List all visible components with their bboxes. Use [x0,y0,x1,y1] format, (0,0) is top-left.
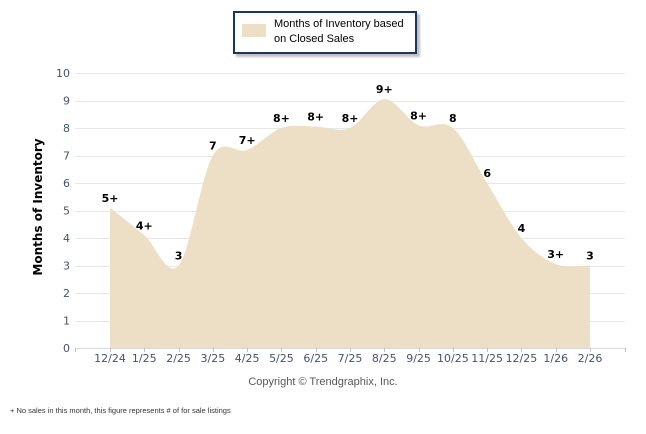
svg-text:7/25: 7/25 [338,352,363,365]
svg-text:1: 1 [63,315,70,328]
svg-text:4+: 4+ [136,219,153,232]
legend-label: Months of Inventory based on Closed Sale… [274,18,404,45]
svg-text:1/25: 1/25 [132,352,157,365]
svg-text:6/25: 6/25 [303,352,328,365]
svg-text:3/25: 3/25 [201,352,226,365]
svg-text:8: 8 [63,122,70,135]
svg-text:4/25: 4/25 [235,352,260,365]
svg-text:2: 2 [63,287,70,300]
svg-text:7+: 7+ [239,134,256,147]
x-axis-tick-labels: 12/24 1/25 2/25 3/25 4/25 5/25 6/25 7/25 8/25 9/2… [94,352,602,365]
footnote-text: + No sales in this month, this figure re… [10,406,231,415]
svg-text:3: 3 [175,250,183,263]
svg-text:2/25: 2/25 [166,352,191,365]
x-axis-ticks [75,348,626,352]
svg-text:0: 0 [63,342,70,355]
svg-text:10: 10 [56,67,70,80]
svg-text:8/25: 8/25 [372,352,397,365]
svg-text:4: 4 [518,222,526,235]
svg-text:3: 3 [63,260,70,273]
svg-text:12/25: 12/25 [506,352,538,365]
legend-swatch [242,24,266,37]
svg-text:1/26: 1/26 [543,352,568,365]
svg-text:9: 9 [63,95,70,108]
svg-text:4: 4 [63,232,70,245]
copyright-text: Copyright © Trendgraphix, Inc. [248,376,398,388]
svg-text:3: 3 [586,250,594,263]
svg-text:6: 6 [63,177,70,190]
svg-text:8+: 8+ [342,112,359,125]
svg-text:9+: 9+ [376,83,393,96]
svg-text:8+: 8+ [273,112,290,125]
legend-box: Months of Inventory based on Closed Sale… [233,11,417,54]
svg-text:6: 6 [483,167,491,180]
svg-text:7: 7 [209,140,217,153]
y-axis-tick-labels: 0 1 2 3 4 5 6 7 8 9 10 [56,67,70,355]
y-axis-title: Months of Inventory [31,138,45,275]
svg-text:5: 5 [63,205,70,218]
svg-text:3+: 3+ [547,248,564,261]
svg-text:12/24: 12/24 [94,352,126,365]
point-labels: 5+ 4+ 3 7 7+ 8+ 8+ 8+ 9+ 8+ 8 6 4 3+ 3 [102,83,594,262]
svg-text:8+: 8+ [307,111,324,124]
svg-text:11/25: 11/25 [471,352,503,365]
svg-text:5+: 5+ [102,192,119,205]
svg-text:5/25: 5/25 [269,352,294,365]
svg-text:2/26: 2/26 [578,352,603,365]
area-series [110,99,590,348]
svg-text:7: 7 [63,150,70,163]
svg-text:10/25: 10/25 [437,352,469,365]
svg-text:8+: 8+ [410,109,427,122]
svg-text:8: 8 [449,112,457,125]
svg-text:9/25: 9/25 [406,352,431,365]
